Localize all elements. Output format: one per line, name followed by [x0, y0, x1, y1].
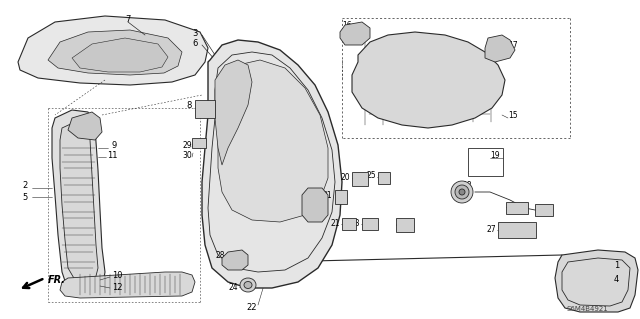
Bar — [468, 148, 503, 176]
Ellipse shape — [451, 181, 473, 203]
Text: 17: 17 — [508, 41, 518, 50]
Text: 29: 29 — [182, 142, 192, 151]
Text: 11: 11 — [107, 152, 118, 160]
Text: 10: 10 — [112, 271, 122, 280]
Text: 7: 7 — [125, 16, 131, 25]
Text: 12: 12 — [112, 283, 122, 292]
Text: 28: 28 — [216, 250, 225, 259]
Text: 23: 23 — [396, 219, 406, 228]
Polygon shape — [60, 272, 195, 298]
Bar — [352, 172, 368, 186]
Text: 15: 15 — [508, 112, 518, 121]
Polygon shape — [68, 112, 102, 140]
Text: 2: 2 — [22, 182, 28, 190]
Bar — [195, 100, 215, 118]
Text: 31: 31 — [323, 191, 332, 201]
Text: 24: 24 — [228, 283, 238, 292]
Ellipse shape — [455, 185, 469, 199]
Ellipse shape — [240, 278, 256, 292]
Text: FR.: FR. — [48, 275, 66, 285]
Bar — [378, 172, 390, 184]
Bar — [342, 218, 356, 230]
Text: 16: 16 — [342, 21, 351, 31]
Text: 9: 9 — [112, 142, 117, 151]
Text: 30: 30 — [182, 152, 192, 160]
Text: 1: 1 — [614, 262, 620, 271]
Text: 8: 8 — [187, 101, 192, 110]
Polygon shape — [72, 38, 168, 72]
Text: 5: 5 — [22, 192, 28, 202]
Text: 18: 18 — [462, 182, 472, 190]
Text: 4: 4 — [614, 276, 620, 285]
Text: 19: 19 — [490, 152, 500, 160]
Bar — [498, 222, 536, 238]
Bar — [396, 218, 414, 232]
Polygon shape — [18, 16, 208, 85]
Ellipse shape — [244, 281, 252, 288]
Text: 27: 27 — [486, 226, 496, 234]
Text: 6: 6 — [192, 39, 197, 48]
Text: 25: 25 — [366, 172, 376, 181]
Text: 3: 3 — [192, 28, 197, 38]
Text: S6M4B4921: S6M4B4921 — [566, 306, 608, 312]
Polygon shape — [352, 32, 505, 128]
Polygon shape — [218, 60, 328, 222]
Text: 21: 21 — [330, 219, 340, 227]
Text: 20: 20 — [340, 173, 350, 182]
Bar — [506, 202, 528, 214]
Polygon shape — [48, 30, 182, 75]
Text: 14: 14 — [285, 194, 295, 203]
Text: 22: 22 — [247, 303, 257, 313]
Polygon shape — [302, 188, 328, 222]
Polygon shape — [60, 122, 98, 283]
Ellipse shape — [459, 189, 465, 195]
Polygon shape — [485, 35, 515, 62]
Polygon shape — [340, 22, 370, 45]
Bar — [335, 190, 347, 204]
Polygon shape — [222, 250, 248, 270]
Bar — [535, 204, 553, 216]
Text: 13: 13 — [350, 219, 360, 227]
Polygon shape — [555, 250, 638, 312]
Bar — [362, 218, 378, 230]
Polygon shape — [215, 60, 252, 165]
Text: —26: —26 — [506, 203, 524, 211]
Polygon shape — [52, 110, 105, 296]
Polygon shape — [202, 40, 342, 288]
Bar — [192, 138, 206, 148]
